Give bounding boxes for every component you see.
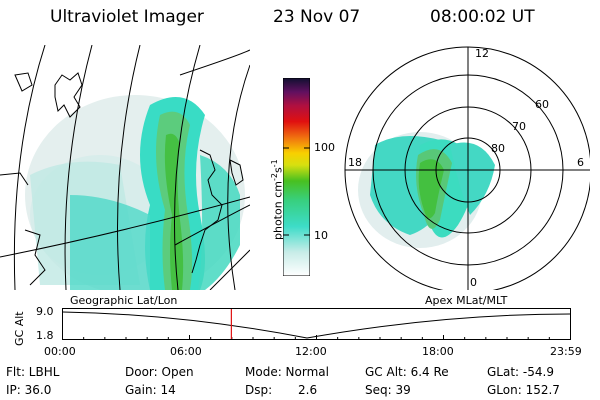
mlt-label-12: 12 — [475, 47, 489, 60]
altitude-curve — [62, 311, 571, 339]
polar-plot — [344, 46, 590, 290]
colorbar-unit-exp: -2 — [270, 173, 279, 182]
mlat-label-70: 70 — [512, 120, 526, 133]
colorbar-tick-10: 10 — [314, 229, 328, 242]
timeline-tick-0000: 00:00 — [44, 345, 76, 358]
geo-map-caption: Geographic Lat/Lon — [70, 294, 178, 307]
status-dsp-value: 2.6 — [298, 383, 318, 397]
colorbar-unit-s-exp: -1 — [270, 159, 279, 168]
status-mode: Mode: Normal — [245, 365, 329, 379]
status-door: Door: Open — [125, 365, 194, 379]
timeline-tick-1800: 18:00 — [422, 345, 454, 358]
colorbar-unit-text: photon cm — [271, 181, 285, 240]
timeline-ylabel: GC Alt — [13, 311, 26, 346]
status-glon: GLon: 152.7 — [487, 383, 560, 397]
app-title: Ultraviolet Imager — [50, 7, 204, 27]
status-gain: Gain: 14 — [125, 383, 176, 397]
mlt-label-6: 6 — [577, 156, 584, 169]
mlat-label-80: 80 — [491, 142, 505, 155]
geographic-map — [0, 45, 250, 290]
timeline-tick-1200: 12:00 — [295, 345, 327, 358]
orbit-timeline — [62, 308, 571, 340]
date-label: 23 Nov 07 — [273, 7, 361, 27]
timeline-tick-2359: 23:59 — [550, 345, 582, 358]
timeline-tick-0600: 06:00 — [170, 345, 202, 358]
status-seq: Seq: 39 — [365, 383, 411, 397]
time-label: 08:00:02 UT — [430, 7, 535, 27]
mlat-label-60: 60 — [535, 98, 549, 111]
timeline-ytick-bottom: 1.8 — [36, 329, 54, 342]
colorbar-unit-s: s — [271, 167, 285, 174]
status-dsp-label: Dsp: — [245, 383, 273, 397]
color-scale-bar — [283, 78, 310, 276]
colorbar-tick-100: 100 — [314, 141, 335, 154]
status-glat: GLat: -54.9 — [487, 365, 554, 379]
colorbar-unit-label: photon cm-2s-1 — [270, 159, 285, 240]
timeline-ytick-top: 9.0 — [36, 305, 54, 318]
mlt-label-0: 0 — [470, 276, 477, 289]
status-gc-alt: GC Alt: 6.4 Re — [365, 365, 449, 379]
status-filter: Flt: LBHL — [6, 365, 60, 379]
mlt-label-18: 18 — [348, 156, 362, 169]
status-ip: IP: 36.0 — [6, 383, 52, 397]
apex-map-caption: Apex MLat/MLT — [425, 294, 508, 307]
